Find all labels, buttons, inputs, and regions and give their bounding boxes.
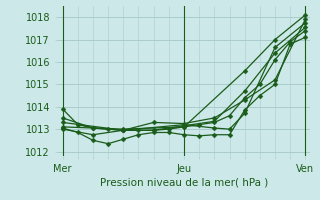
X-axis label: Pression niveau de la mer( hPa ): Pression niveau de la mer( hPa ) [100,178,268,188]
